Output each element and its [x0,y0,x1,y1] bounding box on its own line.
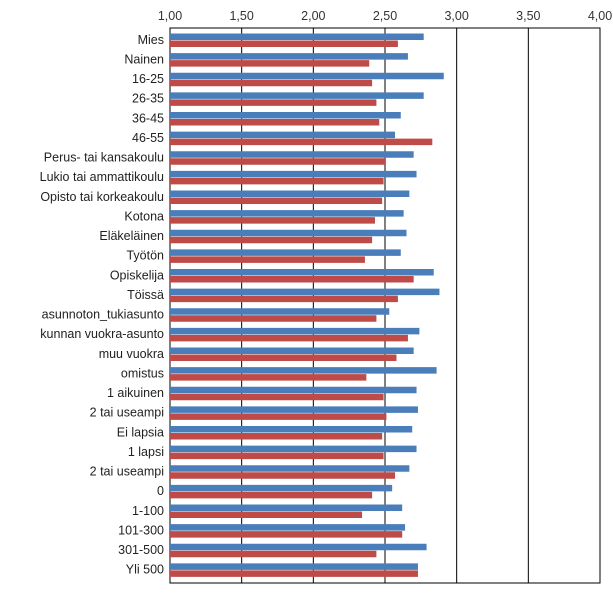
grouped-horizontal-bar-chart: 1,00 1,50 2,00 2,50 3,00 3,50 4,00 Mies Nainen 16… [0,0,613,593]
bar [170,374,366,381]
category-label: Kotona [124,209,164,223]
bar [170,446,417,453]
bar [170,112,401,119]
bar [170,119,379,126]
bar [170,453,384,460]
bar [170,80,372,87]
category-label: Nainen [124,52,164,66]
bar [170,355,396,362]
category-label: 1 lapsi [128,445,164,459]
category-label: 1 aikuinen [107,386,164,400]
bar [170,472,395,479]
bar [170,132,395,139]
bar [170,139,432,146]
bar [170,512,362,519]
category-label: Perus- tai kansakoulu [44,151,164,165]
bar [170,230,407,237]
category-label: Opisto tai korkeakoulu [40,190,164,204]
bar [170,289,439,296]
bar [170,531,402,538]
category-label: kunnan vuokra-asunto [40,327,164,341]
bar [170,485,392,492]
category-label: Yli 500 [126,563,164,577]
bar [170,315,376,322]
category-label: 16-25 [132,72,164,86]
bar [170,328,419,335]
bar [170,524,405,531]
bar [170,296,398,303]
category-label: 26-35 [132,92,164,106]
bar [170,426,412,433]
bar [170,505,402,512]
bar [170,158,385,165]
bar [170,551,376,558]
bar [170,465,409,472]
bar [170,99,376,106]
bar [170,269,434,276]
bar [170,308,389,315]
category-label: 36-45 [132,111,164,125]
category-label: omistus [121,366,164,380]
bar [170,217,375,224]
category-label: Työtön [126,249,164,263]
bar [170,276,414,283]
bar [170,41,398,48]
bar [170,53,408,60]
bar [170,563,418,570]
x-tick-label: 2,00 [301,9,325,23]
category-label: Mies [138,33,164,47]
category-label: Eläkeläinen [99,229,164,243]
bar [170,413,386,420]
category-label: Lukio tai ammattikoulu [40,170,164,184]
category-label: 46-55 [132,131,164,145]
category-label: 2 tai useampi [90,465,164,479]
x-tick-label: 2,50 [373,9,397,23]
bar [170,433,382,440]
bar [170,348,414,355]
bar [170,256,365,263]
bar [170,198,382,205]
category-label: asunnoton_tukiasunto [42,308,164,322]
bar [170,92,424,99]
bar [170,34,424,41]
category-label: 0 [157,484,164,498]
bar [170,544,427,551]
bar [170,249,401,256]
category-label: 101-300 [118,523,164,537]
bar [170,60,369,67]
bar [170,335,408,342]
bar [170,171,417,178]
bar [170,387,417,394]
x-tick-label: 1,50 [229,9,253,23]
bar [170,406,418,413]
category-label: Ei lapsia [117,425,164,439]
category-label: 301-500 [118,543,164,557]
x-tick-label: 4,00 [588,9,612,23]
x-tick-label: 3,50 [516,9,540,23]
category-label: 2 tai useampi [90,406,164,420]
x-tick-label: 3,00 [444,9,468,23]
bar [170,367,437,374]
bar [170,73,444,80]
bar [170,492,372,499]
bar [170,178,384,185]
category-label: muu vuokra [99,347,164,361]
category-label: 1-100 [132,504,164,518]
bar [170,394,384,401]
x-tick-label: 1,00 [158,9,182,23]
bar [170,210,404,217]
bar [170,151,414,158]
category-label: Töissä [127,288,164,302]
category-label: Opiskelija [110,268,164,282]
bar [170,570,418,577]
bar [170,191,409,198]
bar [170,237,372,244]
